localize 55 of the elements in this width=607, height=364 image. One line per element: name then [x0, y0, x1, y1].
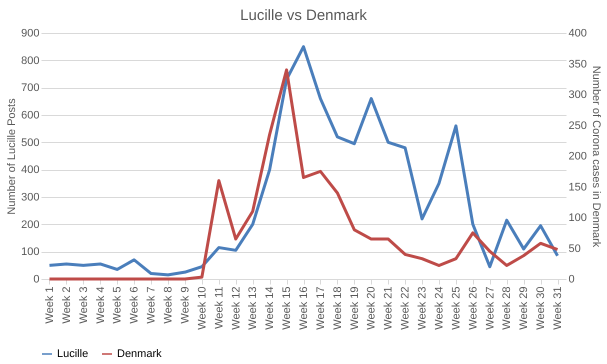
y-tick-label: 400	[21, 164, 40, 176]
y2-tick-label: 50	[568, 242, 581, 255]
y2-tick-label: 350	[568, 58, 587, 70]
y2-tick-label: 100	[568, 212, 587, 224]
x-tick-label: Week 12	[230, 286, 242, 330]
x-tick-label: Week 17	[314, 286, 327, 330]
y2-axis-title: Number of Corona cases in Denmark	[590, 66, 602, 248]
x-tick-label: Week 18	[332, 286, 344, 330]
x-tick-label: Week 26	[467, 286, 480, 330]
y2-tick-label: 400	[568, 28, 587, 40]
x-tick-label: Week 20	[366, 286, 378, 330]
x-tick-label: Week 9	[179, 286, 192, 324]
x-tick-label: Week 31	[552, 286, 564, 330]
x-tick-label: Week 11	[213, 286, 226, 329]
chart-title: Lucille vs Denmark	[240, 7, 368, 24]
x-tick-label: Week 29	[518, 286, 530, 330]
y2-tick-label: 300	[568, 89, 587, 101]
x-tick-label: Week 10	[196, 286, 208, 330]
y-axis-title: Number of Lucille Posts	[6, 98, 18, 215]
y-tick-label: 900	[21, 28, 40, 40]
y-tick-label: 0	[33, 274, 40, 286]
y-tick-label: 200	[21, 218, 40, 231]
y2-tick-label: 200	[568, 150, 587, 162]
y2-tick-label: 0	[568, 274, 575, 286]
legend-label: Lucille	[57, 348, 88, 360]
x-tick-label: Week 13	[247, 286, 260, 330]
y-tick-label: 500	[21, 136, 40, 149]
legend-label: Denmark	[117, 348, 162, 360]
y-tick-label: 700	[21, 82, 40, 94]
x-tick-label: Week 24	[433, 286, 446, 330]
x-tick-label: Week 8	[162, 286, 175, 324]
x-tick-label: Week 6	[128, 286, 141, 324]
y-tick-label: 300	[21, 192, 40, 204]
x-tick-label: Week 3	[78, 286, 90, 324]
x-tick-label: Week 21	[382, 286, 395, 330]
x-tick-label: Week 4	[94, 286, 107, 324]
x-tick-label: Week 14	[264, 286, 276, 330]
y2-tick-label: 150	[568, 181, 587, 194]
x-tick-label: Week 7	[146, 286, 158, 324]
x-tick-label: Week 23	[416, 286, 429, 330]
x-tick-label: Week 15	[281, 286, 294, 330]
x-tick-label: Week 5	[112, 286, 124, 324]
y-tick-label: 800	[21, 54, 40, 67]
x-tick-label: Week 28	[501, 286, 514, 330]
x-tick-label: Week 27	[484, 286, 496, 330]
x-tick-label: Week 1	[44, 286, 56, 324]
x-tick-label: Week 25	[450, 286, 462, 330]
x-tick-label: Week 2	[60, 286, 73, 324]
x-tick-label: Week 30	[535, 286, 548, 330]
y2-tick-label: 250	[568, 120, 587, 132]
y-tick-label: 600	[21, 110, 40, 122]
y-tick-label: 100	[21, 246, 40, 258]
x-tick-label: Week 16	[298, 286, 310, 330]
x-tick-label: Week 19	[348, 286, 361, 330]
x-tick-label: Week 22	[400, 286, 412, 330]
